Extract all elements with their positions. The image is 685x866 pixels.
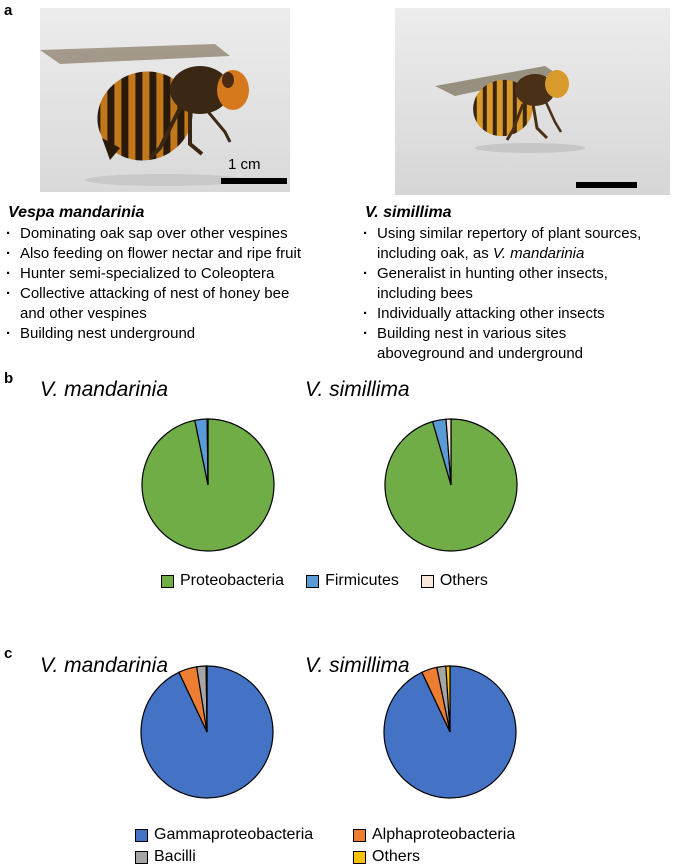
pie-title-c2: V. simillima — [305, 654, 410, 677]
photo-vespa-mandarinia: 1 cm — [40, 8, 290, 192]
trait-item: Generalist in hunting other insects,incl… — [361, 264, 681, 304]
legend-c-row2b: Others — [353, 848, 420, 866]
trait-item: Also feeding on flower nectar and ripe f… — [4, 244, 349, 264]
legend-swatch — [353, 850, 366, 864]
legend-label: Bacilli — [154, 848, 196, 865]
trait-item: Using similar repertory of plant sources… — [361, 224, 681, 264]
legend-swatch — [420, 574, 434, 588]
legend-swatch — [161, 574, 174, 588]
panel-label-b: b — [4, 370, 14, 387]
trait-item: Building nest underground — [4, 324, 349, 344]
pie-chart-b-simillima — [384, 418, 518, 552]
pie-title-b1: V. mandarinia — [40, 378, 169, 401]
species1-name: Vespa mandarinia — [8, 204, 145, 221]
pie-slice-others — [206, 418, 209, 486]
panel-label-c: c — [4, 645, 13, 662]
legend-c-row1: Gammaproteobacteria — [135, 826, 313, 844]
legend-label: Others — [439, 572, 488, 589]
trait-item: Individually attacking other insects — [361, 304, 681, 324]
trait-item: Dominating oak sap over other vespines — [4, 224, 349, 244]
trait-item: Building nest in various sitesabovegroun… — [361, 324, 681, 364]
legend-label: Firmicutes — [325, 572, 399, 589]
pie-title-b2: V. simillima — [305, 378, 410, 401]
legend-b: Proteobacteria Firmicutes Others — [161, 572, 488, 590]
pie-chart-c-mandarinia — [140, 665, 274, 799]
panel-label-a: a — [4, 2, 13, 19]
legend-swatch — [135, 850, 148, 864]
species2-traits: Using similar repertory of plant sources… — [361, 224, 681, 364]
pie-slice-others — [445, 418, 452, 486]
legend-label: Gammaproteobacteria — [154, 826, 314, 843]
legend-swatch — [135, 828, 148, 842]
legend-c-row2: Bacilli — [135, 848, 196, 866]
pie-title-c1: V. mandarinia — [40, 654, 169, 677]
legend-swatch — [353, 828, 366, 842]
species2-name: V. simillima — [365, 204, 452, 221]
pie-slice-others — [445, 665, 451, 733]
photo-v-simillima — [395, 8, 670, 195]
pie-chart-c-simillima — [383, 665, 517, 799]
scale-bar-label: 1 cm — [228, 156, 261, 173]
trait-item: Collective attacking of nest of honey be… — [4, 284, 349, 324]
legend-swatch — [306, 574, 320, 588]
legend-c-row1b: Alphaproteobacteria — [353, 826, 515, 844]
legend-label: Alphaproteobacteria — [372, 826, 516, 843]
legend-label: Others — [372, 848, 421, 865]
species1-traits: Dominating oak sap over other vespines A… — [4, 224, 349, 344]
pie-chart-b-mandarinia — [141, 418, 275, 552]
trait-item: Hunter semi-specialized to Coleoptera — [4, 264, 349, 284]
legend-label: Proteobacteria — [180, 572, 285, 589]
pie-slice-others — [205, 665, 208, 733]
